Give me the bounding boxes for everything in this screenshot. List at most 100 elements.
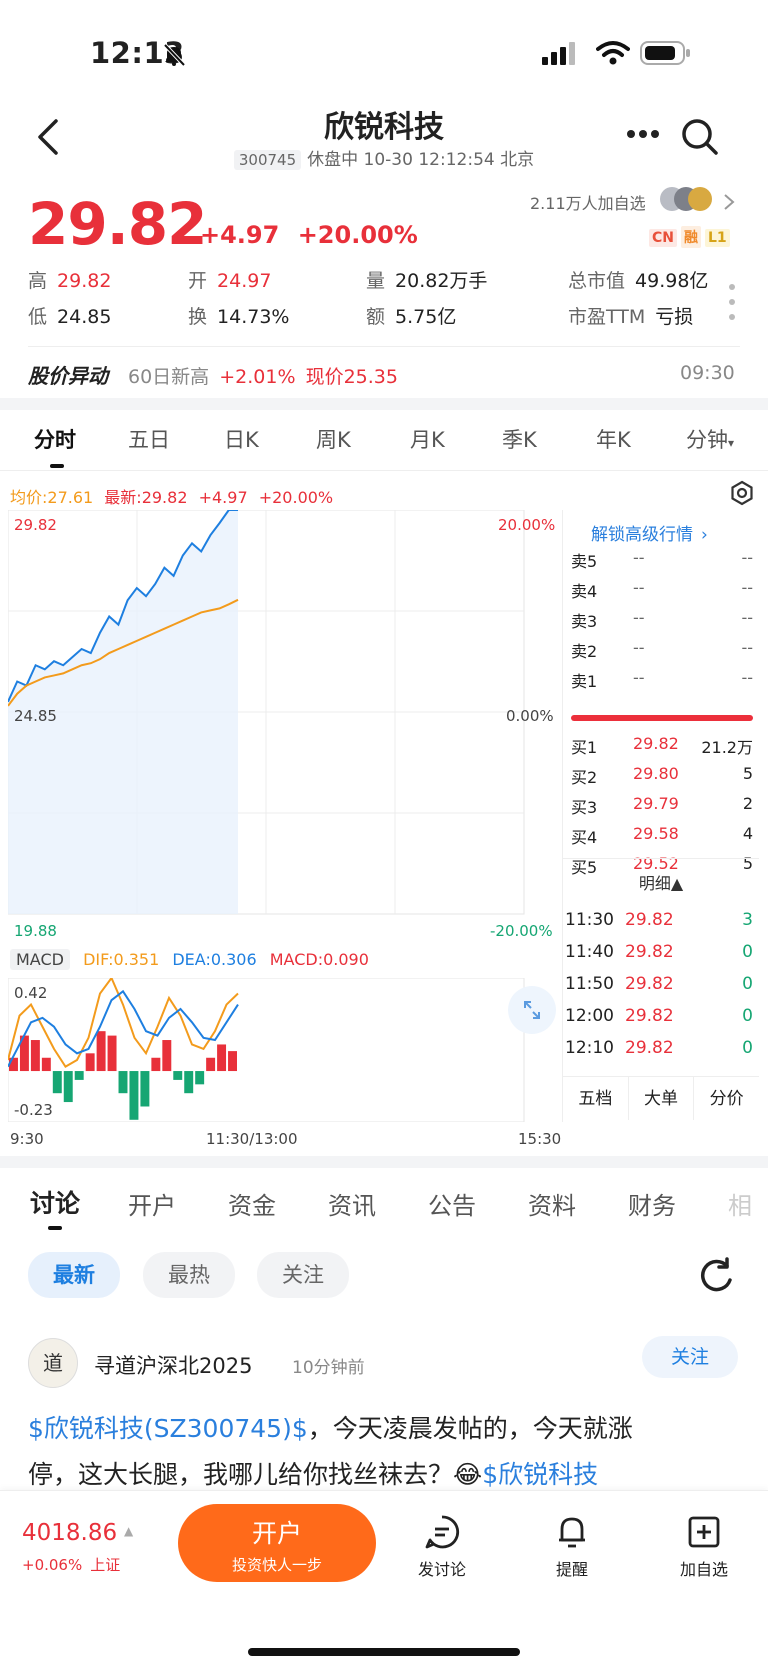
market-status: 休盘中 10-30 12:12:54 北京 (307, 150, 535, 170)
more-icon[interactable] (626, 129, 660, 139)
stat-high: 高 29.82 (28, 270, 112, 292)
macd-bar (107, 1035, 117, 1072)
back-icon[interactable] (36, 118, 60, 156)
chart-info: 均价:27.61 最新:29.82 +4.97 +20.00% (10, 488, 334, 507)
tab-big-orders[interactable]: 大单 (629, 1077, 695, 1120)
tab-financials[interactable]: 财务 (628, 1192, 676, 1220)
author-name[interactable]: 寻道沪深北2025 (94, 1354, 253, 1378)
macd-bar (19, 1035, 29, 1072)
add-watchlist-button[interactable]: 加自选 (664, 1514, 744, 1580)
remind-button[interactable]: 提醒 (532, 1514, 612, 1580)
ask-row: 卖2 -- -- (571, 638, 753, 661)
macd-bar (63, 1071, 73, 1103)
macd-bar (30, 1040, 40, 1072)
follower-avatars (660, 184, 712, 218)
y-pct-low: -20.00% (490, 922, 553, 940)
current-price: 29.82 (28, 190, 207, 258)
tab-5day[interactable]: 五日 (128, 428, 170, 452)
follow-button[interactable]: 关注 (642, 1336, 738, 1378)
refresh-icon[interactable] (696, 1256, 736, 1296)
chart-tabs: 分时 五日 日K 周K 月K 季K 年K 分钟▾ (0, 424, 768, 468)
price-line (8, 510, 238, 703)
intraday-chart[interactable] (8, 510, 560, 942)
tab-profile[interactable]: 资料 (528, 1192, 576, 1220)
macd-bar (217, 1044, 227, 1072)
bid-row: 买2 29.80 5 (571, 764, 753, 787)
stat-volume: 量 20.82万手 (366, 270, 488, 292)
discuss-button[interactable]: 发讨论 (402, 1514, 482, 1580)
post-time: 10分钟前 (292, 1358, 365, 1378)
filter-following[interactable]: 关注 (257, 1252, 349, 1298)
settings-icon[interactable] (729, 480, 755, 506)
tab-quarterly[interactable]: 季K (502, 428, 537, 452)
y-tick-low: 19.88 (14, 922, 57, 940)
tab-intraday[interactable]: 分时 (34, 428, 76, 452)
content-tabs: 讨论 开户 资金 资讯 公告 资料 财务 相 (0, 1184, 768, 1230)
stock-link[interactable]: $欣锐科技(SZ300745)$ (28, 1414, 308, 1443)
filter-hot[interactable]: 最热 (143, 1252, 235, 1298)
macd-bar (52, 1071, 62, 1094)
bell-muted-icon (163, 43, 186, 67)
tag-margin: 融 (681, 226, 701, 248)
search-icon[interactable] (680, 117, 720, 157)
order-book-tabs: 五档 大单 分价 (563, 1076, 759, 1120)
tab-daily[interactable]: 日K (224, 428, 259, 452)
macd-bar (96, 1031, 106, 1072)
tab-yearly[interactable]: 年K (596, 428, 631, 452)
macd-bar (195, 1071, 205, 1085)
alert-text[interactable]: 60日新高 +2.01% 现价25.35 (128, 366, 398, 388)
wifi-icon (596, 41, 630, 65)
tag-cn: CN (649, 229, 677, 247)
stock-link-2[interactable]: $欣锐科技 (482, 1460, 599, 1489)
bid-row: 买3 29.79 2 (571, 794, 753, 817)
macd-bar (184, 1071, 194, 1094)
macd-header: MACD DIF:0.351 DEA:0.306 MACD:0.090 (10, 949, 369, 970)
order-book: 解锁高级行情 › 卖5 -- -- 卖4 -- -- 卖3 -- -- 卖2 --… (562, 510, 759, 1122)
unlock-advanced[interactable]: 解锁高级行情 › (591, 525, 708, 545)
stat-pe: 市盈TTM 亏损 (568, 306, 694, 328)
author-avatar[interactable]: 道 (28, 1338, 78, 1388)
followers-count[interactable]: 2.11万人加自选 (530, 194, 646, 213)
tab-related[interactable]: 相 (728, 1192, 752, 1220)
macd-bar (74, 1071, 84, 1080)
chevron-right-icon[interactable] (722, 192, 736, 212)
tab-funds[interactable]: 资金 (228, 1192, 276, 1220)
trade-row: 11:40 29.82 0 (565, 942, 753, 962)
tab-open-account[interactable]: 开户 (128, 1192, 176, 1220)
stat-low: 低 24.85 (28, 306, 112, 328)
tab-discuss[interactable]: 讨论 (30, 1189, 81, 1218)
detail-toggle[interactable]: 明细▲ (638, 874, 684, 893)
macd-bar (85, 1053, 95, 1072)
open-account-button[interactable]: 开户 投资快人一步 (178, 1504, 376, 1582)
bottom-bar (0, 1490, 768, 1669)
index-change: +0.06% 上证 (22, 1556, 121, 1574)
tab-minute[interactable]: 分钟▾ (686, 428, 735, 452)
bid-row: 买4 29.58 4 (571, 824, 753, 847)
tab-level5[interactable]: 五档 (563, 1077, 629, 1120)
fullscreen-button[interactable] (508, 986, 556, 1034)
bell-icon (559, 1517, 585, 1548)
ask-row: 卖5 -- -- (571, 548, 753, 571)
tab-announcements[interactable]: 公告 (428, 1192, 476, 1220)
macd-bar (173, 1071, 183, 1080)
tag-level1: L1 (705, 229, 730, 247)
y-tick-mid: 24.85 (14, 707, 57, 725)
expand-dots-icon[interactable] (728, 283, 736, 321)
tab-price-dist[interactable]: 分价 (709, 1089, 744, 1109)
x-tick-close: 15:30 (518, 1130, 562, 1148)
expand-icon (524, 1001, 540, 1019)
change-percent: +20.00% (297, 221, 418, 249)
trade-row: 11:50 29.82 0 (565, 974, 753, 994)
filter-latest[interactable]: 最新 (28, 1252, 120, 1298)
y-pct-high: 20.00% (498, 516, 556, 534)
tab-monthly[interactable]: 月K (410, 428, 445, 452)
macd-chart[interactable] (8, 978, 560, 1122)
macd-bar (162, 1040, 172, 1072)
plus-square-icon (688, 1516, 720, 1548)
tab-weekly[interactable]: 周K (316, 428, 351, 452)
stock-code: 300745 (233, 150, 302, 170)
macd-bar (129, 1071, 139, 1120)
tab-news[interactable]: 资讯 (328, 1192, 376, 1220)
index-value[interactable]: 4018.86 (22, 1520, 118, 1546)
post-body[interactable]: $欣锐科技(SZ300745)$，今天凌晨发帖的，今天就涨 停，这大长腿，我哪儿… (28, 1414, 633, 1489)
